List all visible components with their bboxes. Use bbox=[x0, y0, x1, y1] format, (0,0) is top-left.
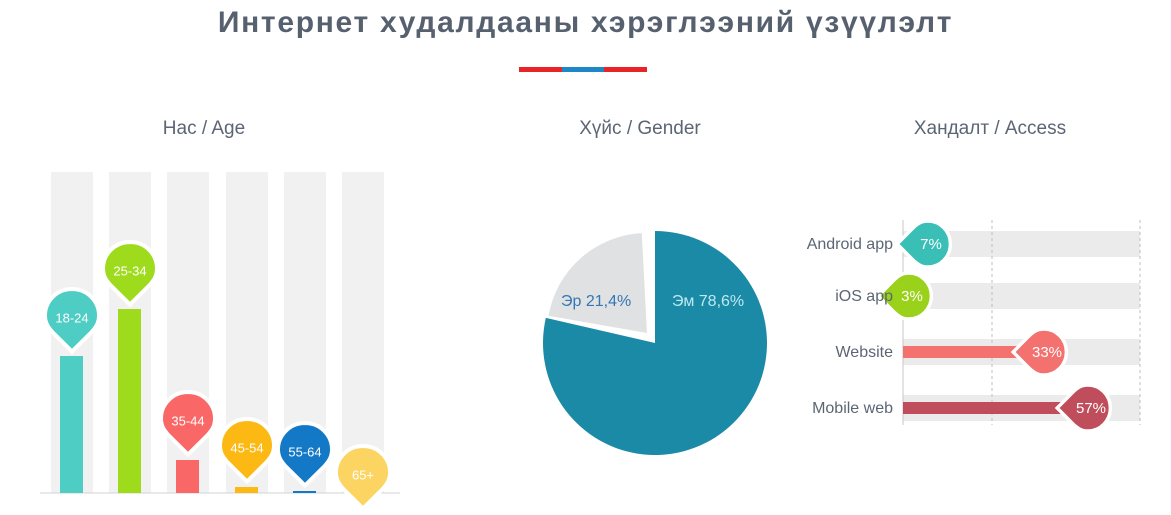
svg-text:Website: Website bbox=[835, 344, 893, 361]
svg-text:Эм 78,6%: Эм 78,6% bbox=[672, 293, 744, 310]
svg-text:25-34: 25-34 bbox=[113, 263, 146, 278]
svg-text:35-44: 35-44 bbox=[171, 413, 204, 428]
svg-text:Эр 21,4%: Эр 21,4% bbox=[561, 293, 631, 310]
svg-text:Android app: Android app bbox=[807, 236, 893, 253]
svg-text:18-24: 18-24 bbox=[55, 310, 88, 325]
svg-text:Mobile web: Mobile web bbox=[812, 400, 893, 417]
svg-text:33%: 33% bbox=[1032, 344, 1062, 361]
svg-text:57%: 57% bbox=[1076, 400, 1106, 417]
svg-text:55-64: 55-64 bbox=[288, 444, 321, 459]
svg-text:3%: 3% bbox=[901, 288, 923, 305]
svg-text:45-54: 45-54 bbox=[230, 440, 263, 455]
svg-text:7%: 7% bbox=[920, 236, 942, 253]
svg-text:iOS app: iOS app bbox=[835, 288, 893, 305]
svg-text:65+: 65+ bbox=[352, 467, 374, 482]
